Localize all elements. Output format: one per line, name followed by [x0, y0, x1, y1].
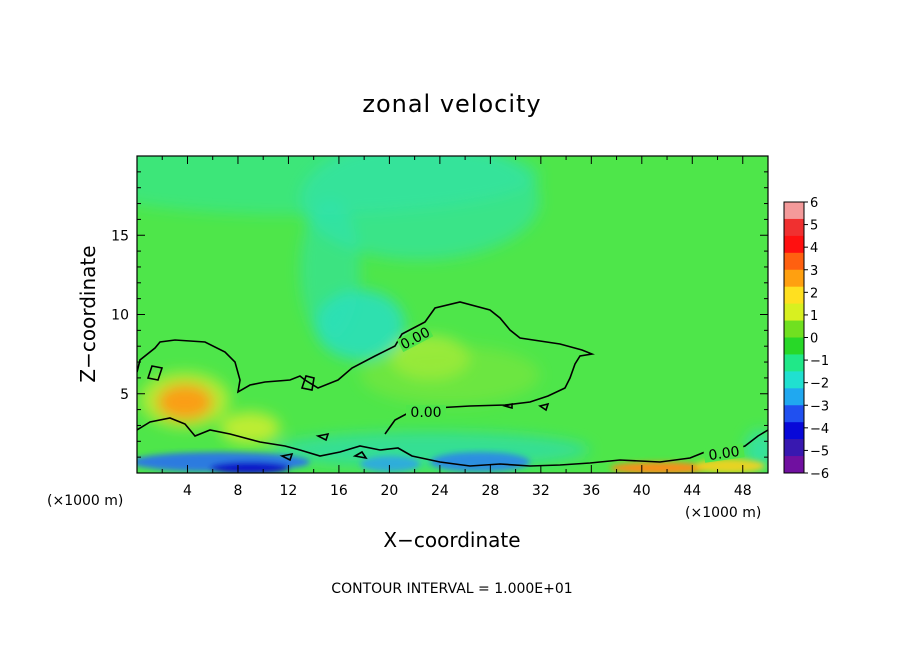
- contour-island-1: [146, 365, 164, 381]
- colorbar-label: 3: [810, 264, 818, 279]
- contour-island-7: [502, 402, 513, 410]
- x-tick-label: 20: [380, 483, 398, 499]
- y-axis-label: Z−coordinate: [76, 245, 100, 382]
- contour-label-2: 0.00: [410, 405, 441, 421]
- x-axis-label: X−coordinate: [383, 528, 520, 552]
- colorbar-label: −4: [810, 422, 829, 437]
- x-tick-label: 24: [431, 483, 449, 499]
- colorbar-label: 6: [810, 196, 818, 211]
- contour-island-5: [352, 450, 368, 460]
- x-tick-label: 48: [734, 483, 752, 499]
- contour-island-3: [315, 432, 330, 442]
- colorbar-label: −6: [810, 467, 829, 482]
- plot-area: [137, 156, 768, 473]
- field-warm-mid-2: [360, 345, 540, 405]
- field-surface-maximum: [610, 462, 710, 473]
- colorbar-swatch: [784, 269, 804, 288]
- colorbar-swatch: [784, 388, 804, 406]
- colorbar-swatch: [784, 422, 804, 440]
- colorbar-swatch: [784, 235, 804, 254]
- field-surface-blue-mid: [430, 452, 530, 472]
- colorbar-label: 0: [810, 332, 818, 347]
- colorbar: 6 5 4 3 2 1 0 −1 −2 −3 −4 −5 −6: [783, 196, 829, 482]
- colorbar-label: 5: [810, 219, 818, 234]
- colorbar-label: 4: [810, 241, 818, 256]
- y-tick-labels: 5 10 15: [111, 228, 129, 403]
- x-tick-label: 32: [532, 483, 550, 499]
- x-tick-label: 12: [280, 483, 298, 499]
- contour-upper: [137, 301, 595, 435]
- colorbar-label: −2: [810, 377, 829, 392]
- contour-interval-footer: CONTOUR INTERVAL = 1.000E+01: [331, 581, 572, 597]
- field-upper-cyan-2: [300, 156, 540, 260]
- x-unit-right: (×1000 m): [685, 505, 761, 521]
- colorbar-swatch: [784, 252, 804, 271]
- colorbar-label: −5: [810, 444, 829, 459]
- y-tick-label: 10: [111, 308, 129, 324]
- x-tick-labels: 4 8 12 16 20 24 28 32 36 40 44 48: [183, 483, 752, 499]
- field-surface-warm-right: [695, 459, 765, 473]
- colorbar-swatch: [784, 439, 804, 457]
- x-unit-left: (×1000 m): [47, 493, 123, 509]
- colorbar-label: −1: [810, 354, 829, 369]
- contour-label-3: 0.00: [708, 444, 741, 464]
- colorbar-swatch: [784, 202, 804, 220]
- colorbar-label: 2: [810, 286, 818, 301]
- x-tick-label: 44: [683, 483, 701, 499]
- field-surface-cyan: [270, 432, 590, 468]
- field-right-cyan: [745, 430, 768, 470]
- contour-island-2: [300, 375, 315, 391]
- zero-contours: [137, 301, 768, 467]
- x-tick-label: 4: [183, 483, 192, 499]
- x-tick-label: 28: [481, 483, 499, 499]
- colorbar-swatch: [784, 371, 804, 389]
- y-tick-label: 15: [111, 228, 129, 244]
- colorbar-swatch: [784, 218, 804, 237]
- colorbar-swatch: [784, 456, 804, 474]
- colorbar-swatch: [784, 354, 804, 372]
- y-tick-label: 5: [120, 387, 129, 403]
- colorbar-swatch: [784, 320, 804, 338]
- contour-lower: [137, 417, 768, 467]
- x-tick-label: 40: [633, 483, 651, 499]
- field-maximum-left: [157, 384, 213, 420]
- x-tick-label: 16: [330, 483, 348, 499]
- contour-island-6: [538, 402, 550, 412]
- axis-ticks: [137, 156, 768, 473]
- colorbar-swatch: [784, 286, 804, 305]
- x-tick-label: 36: [582, 483, 600, 499]
- colorbar-swatch: [784, 303, 804, 322]
- colorbar-label: 1: [810, 309, 818, 324]
- contour-labels: 0.00 0.00 0.00: [396, 323, 745, 464]
- colorbar-swatch: [784, 337, 804, 355]
- field-surface-blue-mid-2: [360, 456, 420, 472]
- chart-title: zonal velocity: [362, 90, 541, 118]
- contour-island-4: [279, 452, 294, 462]
- x-tick-label: 8: [233, 483, 242, 499]
- field-surface-minimum: [210, 462, 290, 473]
- colorbar-swatch: [784, 405, 804, 423]
- colorbar-label: −3: [810, 399, 829, 414]
- field-minimum-column: [300, 200, 360, 340]
